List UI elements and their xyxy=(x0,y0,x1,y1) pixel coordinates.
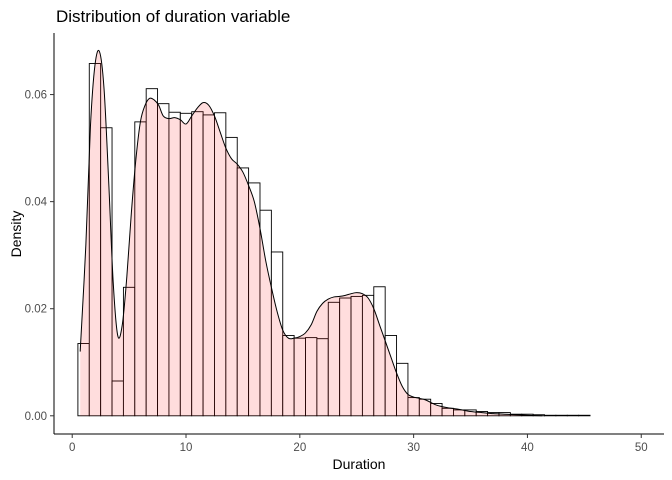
histogram-bar xyxy=(396,362,409,417)
histogram-bar xyxy=(555,414,568,417)
x-tick-label: 30 xyxy=(407,442,420,454)
histogram-bar xyxy=(270,251,284,417)
x-tick-label: 40 xyxy=(521,442,534,454)
x-tick-label: 10 xyxy=(180,442,193,454)
density-curve xyxy=(79,49,543,417)
y-tick-label: 0.00 xyxy=(25,411,47,423)
x-tick-label: 0 xyxy=(69,442,75,454)
x-tick-label: 50 xyxy=(635,442,648,454)
plot-area xyxy=(77,49,591,417)
y-axis-ticks: 0.00 0.02 0.04 0.06 xyxy=(25,90,54,423)
x-axis-ticks: 0 10 20 30 40 50 xyxy=(69,434,648,454)
histogram-bars xyxy=(77,63,591,417)
x-axis-label: Duration xyxy=(333,456,386,472)
y-tick-label: 0.06 xyxy=(25,90,47,102)
histogram-bar xyxy=(578,414,591,417)
y-tick-label: 0.02 xyxy=(25,304,47,316)
y-tick-label: 0.04 xyxy=(25,197,48,209)
chart-title: Distribution of duration variable xyxy=(56,7,290,26)
y-axis-label: Density xyxy=(8,211,24,258)
histogram-bar xyxy=(566,414,580,417)
x-tick-label: 20 xyxy=(293,442,306,454)
histogram-bar xyxy=(544,414,557,417)
density-area xyxy=(80,50,543,416)
